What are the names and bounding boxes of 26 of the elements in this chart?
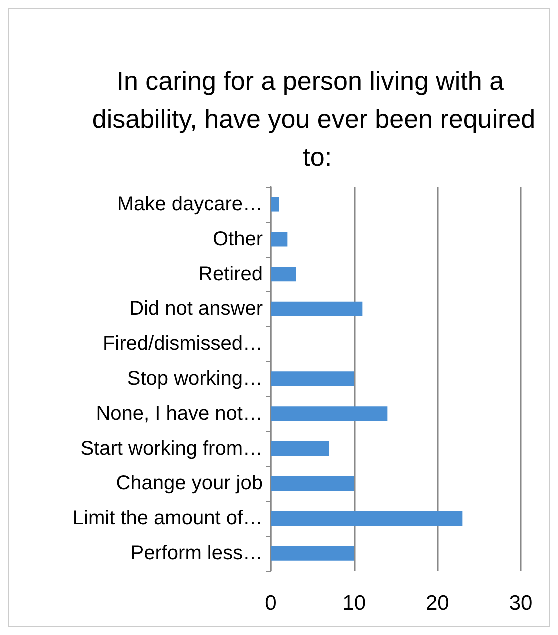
bar (271, 511, 463, 526)
x-tick-label: 10 (342, 592, 366, 615)
x-tick-label: 30 (509, 592, 533, 615)
chart-title: In caring for a person living with a disability, have you ever been required to: (92, 66, 536, 172)
y-tick-label: Start working from… (80, 438, 263, 460)
y-tick-label: Did not answer (130, 298, 264, 320)
bar (271, 406, 388, 422)
bar (271, 197, 280, 212)
bar (271, 546, 354, 561)
bar (271, 476, 354, 492)
y-tick-label: Make daycare… (117, 193, 263, 216)
bar (271, 372, 354, 386)
y-tick-label: Limit the amount of… (72, 508, 263, 530)
y-tick-label: Other (212, 228, 264, 250)
y-tick-label: Perform less… (130, 542, 263, 565)
bar (271, 266, 296, 282)
x-tick-label: 0 (265, 592, 277, 615)
y-tick-label: Retired (198, 263, 263, 286)
y-tick-label: Fired/dismissed… (102, 333, 263, 356)
y-tick-label: None, I have not… (96, 402, 263, 425)
bar (271, 441, 330, 456)
bar (271, 232, 288, 247)
bar (271, 302, 363, 317)
x-tick-label: 20 (426, 592, 450, 615)
y-tick-label: Stop working… (127, 368, 263, 390)
y-tick-label: Change your job (116, 472, 263, 495)
